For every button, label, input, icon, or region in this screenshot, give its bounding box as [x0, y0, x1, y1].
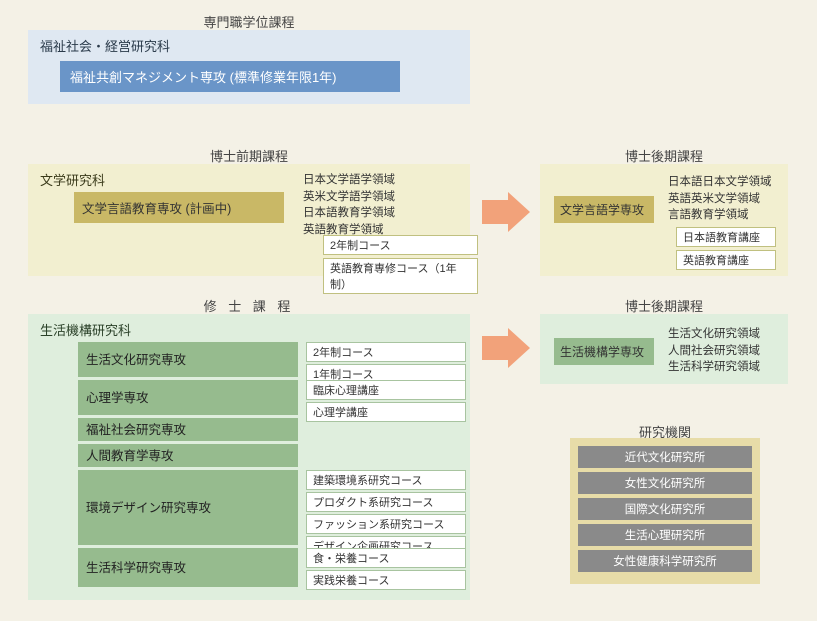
professional-department: 福祉社会・経営研究科 — [40, 36, 458, 55]
course-item: 食・栄養コース — [306, 548, 466, 568]
literature-master-courses: 2年制コース英語教育専修コース（1年制） — [323, 232, 478, 294]
arrow-0 — [482, 200, 508, 224]
life-major-4-courses: 建築環境系研究コースプロダクト系研究コースファッション系研究コースデザイン企画研… — [306, 470, 466, 558]
life-major-5-courses: 食・栄養コース実践栄養コース — [306, 548, 466, 592]
life-major-2: 福祉社会研究専攻 — [78, 418, 298, 442]
life-major-1: 心理学専攻 — [78, 380, 298, 416]
institute-item: 国際文化研究所 — [578, 498, 752, 520]
course-item: 心理学講座 — [306, 402, 466, 422]
literature-doctor-domains: 日本語日本文学領域英語英米文学領域言語教育学領域 — [668, 174, 772, 224]
arrow-1-head — [508, 328, 530, 368]
course-item: プロダクト系研究コース — [306, 492, 466, 512]
domain-item: 英米文学語学領域 — [303, 189, 395, 206]
course-item: 臨床心理講座 — [306, 380, 466, 400]
course-item: 英語教育専修コース（1年制） — [323, 258, 478, 294]
literature-master-domains: 日本文学語学領域英米文学語学領域日本語教育学領域英語教育学領域 — [303, 172, 395, 239]
life-doctor-major: 生活機構学専攻 — [554, 338, 654, 365]
institute-item: 近代文化研究所 — [578, 446, 752, 468]
domain-item: 日本文学語学領域 — [303, 172, 395, 189]
domain-item: 生活科学研究領域 — [668, 359, 760, 376]
arrow-0-head — [508, 192, 530, 232]
institute-item: 女性文化研究所 — [578, 472, 752, 494]
life-major-1-courses: 臨床心理講座心理学講座 — [306, 380, 466, 424]
life-master-box: 生活機構研究科 生活文化研究専攻2年制コース1年制コース心理学専攻臨床心理講座心… — [28, 314, 470, 600]
life-master-department: 生活機構研究科 — [40, 320, 458, 339]
life-major-3: 人間教育学専攻 — [78, 444, 298, 468]
life-doctor-box: 生活機構学専攻 生活文化研究領域人間社会研究領域生活科学研究領域 — [540, 314, 788, 384]
course-item: 英語教育講座 — [676, 250, 776, 270]
life-major-4: 環境デザイン研究専攻 — [78, 470, 298, 546]
literature-master-major: 文学言語教育専攻 (計画中) — [74, 192, 284, 223]
professional-degree-box: 福祉社会・経営研究科 福祉共創マネジメント専攻 (標準修業年限1年) — [28, 30, 470, 104]
institute-item: 女性健康科学研究所 — [578, 550, 752, 572]
life-major-5: 生活科学研究専攻 — [78, 548, 298, 588]
life-major-0: 生活文化研究専攻 — [78, 342, 298, 378]
literature-master-department: 文学研究科 — [40, 170, 458, 189]
professional-major: 福祉共創マネジメント専攻 (標準修業年限1年) — [60, 61, 400, 92]
institute-item: 生活心理研究所 — [578, 524, 752, 546]
domain-item: 言語教育学領域 — [668, 207, 772, 224]
domain-item: 人間社会研究領域 — [668, 343, 760, 360]
domain-item: 日本語教育学領域 — [303, 205, 395, 222]
course-item: 2年制コース — [323, 235, 478, 255]
institutes-box: 近代文化研究所女性文化研究所国際文化研究所生活心理研究所女性健康科学研究所 — [570, 438, 760, 584]
domain-item: 生活文化研究領域 — [668, 326, 760, 343]
course-item: ファッション系研究コース — [306, 514, 466, 534]
course-item: 2年制コース — [306, 342, 466, 362]
life-doctor-domains: 生活文化研究領域人間社会研究領域生活科学研究領域 — [668, 326, 760, 376]
domain-item: 英語英米文学領域 — [668, 191, 772, 208]
arrow-1 — [482, 336, 508, 360]
course-item: 実践栄養コース — [306, 570, 466, 590]
domain-item: 日本語日本文学領域 — [668, 174, 772, 191]
course-item: 建築環境系研究コース — [306, 470, 466, 490]
course-item: 日本語教育講座 — [676, 227, 776, 247]
literature-doctor-box: 文学言語学専攻 日本語日本文学領域英語英米文学領域言語教育学領域 日本語教育講座… — [540, 164, 788, 276]
literature-master-box: 文学研究科 文学言語教育専攻 (計画中) 日本文学語学領域英米文学語学領域日本語… — [28, 164, 470, 276]
literature-doctor-courses: 日本語教育講座英語教育講座 — [676, 224, 776, 270]
literature-doctor-major: 文学言語学専攻 — [554, 196, 654, 223]
